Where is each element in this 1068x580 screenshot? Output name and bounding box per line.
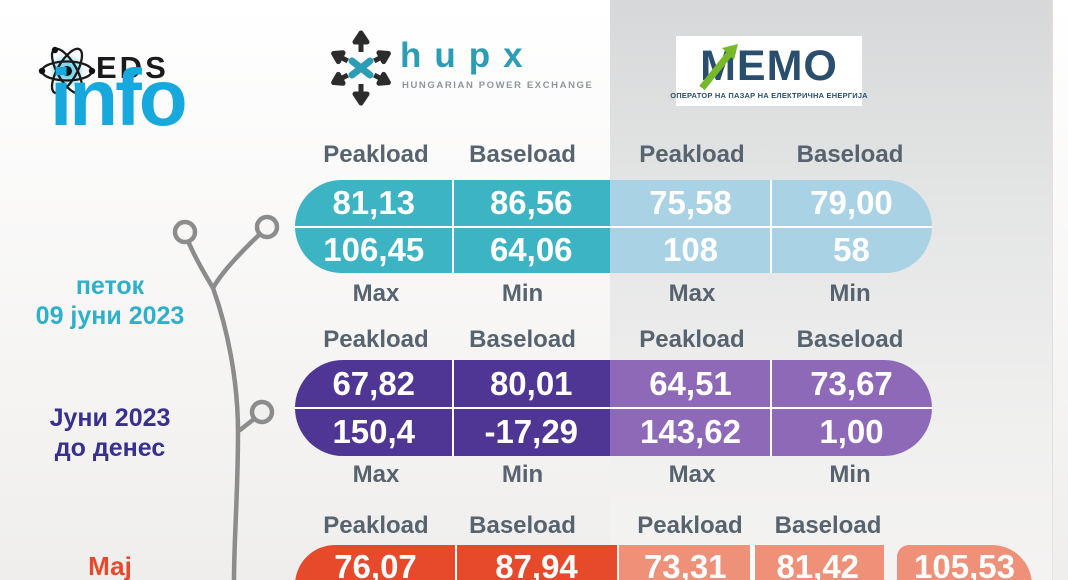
hupx-wordmark: hupx	[400, 36, 536, 75]
column-header-baseload: Baseload	[469, 141, 576, 168]
period-title-may-line1: Мај	[88, 551, 132, 580]
memo-month-peakload-value: 64,51	[649, 365, 732, 402]
memo-day-max-value: 108	[662, 230, 719, 268]
column-footer-max: Max	[668, 461, 716, 488]
hupx-may-values-pill: 76,07 87,94	[295, 545, 617, 580]
memo-logo: MEMO ОПЕРАТОР НА ПАЗАР НА ЕЛЕКТРИЧНА ЕНЕ…	[670, 36, 868, 106]
hupx-may-baseload-value: 87,94	[495, 548, 578, 580]
hupx-month-peakload-value: 67,82	[332, 365, 416, 402]
column-header-peakload: Peakload	[639, 326, 745, 353]
column-header-baseload: Baseload	[796, 141, 904, 168]
hupx-month-max-value: 150,4	[332, 413, 416, 450]
column-footer-max: Max	[352, 461, 400, 488]
column-footer-min: Min	[501, 280, 544, 307]
memo-day-min-value: 58	[833, 230, 870, 268]
period-title-may: Мај	[0, 551, 220, 580]
memo-day-baseload-value: 79,00	[810, 184, 893, 222]
memo-may-peakload-value: 73,31	[643, 548, 727, 580]
period-title-day-line1: петок	[75, 272, 145, 300]
eds-wordmark: EDS	[96, 50, 169, 85]
column-header-peakload: Peakload	[637, 512, 743, 539]
column-footer-min: Min	[829, 280, 871, 307]
hupx-icon	[331, 30, 391, 106]
memo-month-baseload-value: 73,67	[810, 365, 893, 402]
hupx-day-max-value: 106,45	[323, 230, 425, 268]
hupx-subtitle: HUNGARIAN POWER EXCHANGE	[402, 80, 594, 91]
column-footer-max: Max	[668, 280, 716, 307]
column-footer-min: Min	[501, 461, 544, 488]
column-header-baseload: Baseload	[469, 512, 576, 539]
hupx-day-min-value: 64,06	[489, 230, 573, 268]
column-header-peakload: Peakload	[639, 141, 745, 168]
memo-subtitle: ОПЕРАТОР НА ПАЗАР НА ЕЛЕКТРИЧНА ЕНЕРГИЈА	[670, 90, 868, 100]
hupx-month-min-value: -17,29	[484, 413, 579, 450]
memo-may-baseload-value: 81,42	[776, 548, 860, 580]
column-header-peakload: Peakload	[323, 512, 429, 539]
hupx-month-baseload-value: 80,01	[489, 365, 573, 402]
memo-month-max-value: 143,62	[640, 413, 741, 450]
column-footer-min: Min	[829, 461, 871, 488]
hupx-day-values-pill: 81,13 86,56 106,45 64,06	[295, 180, 610, 273]
memo-may-extra-value-pill: 105,53	[897, 545, 1032, 580]
period-title-day-line2: 09 јуни 2023	[35, 301, 185, 330]
memo-day-values-pill: 75,58 79,00 108 58	[610, 180, 932, 273]
memo-may-extra-value: 105,53	[914, 548, 1015, 580]
memo-may-values-pill: 73,31 81,42	[619, 545, 884, 580]
column-header-peakload: Peakload	[323, 326, 429, 353]
memo-month-min-value: 1,00	[819, 413, 884, 450]
period-title-month-line2: до денес	[54, 433, 166, 462]
hupx-month-values-pill: 67,82 80,01 150,4 -17,29	[295, 360, 610, 456]
hupx-day-peakload-value: 81,13	[332, 184, 416, 222]
period-title-month: Јуни 2023 до денес	[0, 404, 220, 463]
column-header-baseload: Baseload	[796, 326, 904, 353]
hupx-logo: hupx HUNGARIAN POWER EXCHANGE	[330, 28, 594, 118]
memo-day-peakload-value: 75,58	[649, 184, 732, 222]
hupx-may-peakload-value: 76,07	[334, 548, 417, 580]
column-header-baseload: Baseload	[469, 326, 576, 353]
atom-icon	[38, 46, 96, 96]
memo-month-values-pill: 64,51 73,67 143,62 1,00	[610, 360, 932, 456]
column-header-baseload: Baseload	[774, 512, 882, 539]
info-wordmark: info	[50, 53, 188, 142]
column-header-peakload: Peakload	[323, 141, 429, 168]
period-title-month-line1: Јуни 2023	[49, 404, 171, 432]
hupx-day-baseload-value: 86,56	[489, 184, 573, 222]
period-title-day: петок 09 јуни 2023	[0, 272, 220, 331]
eds-info-logo: EDS info	[32, 36, 272, 166]
column-footer-max: Max	[352, 280, 400, 307]
